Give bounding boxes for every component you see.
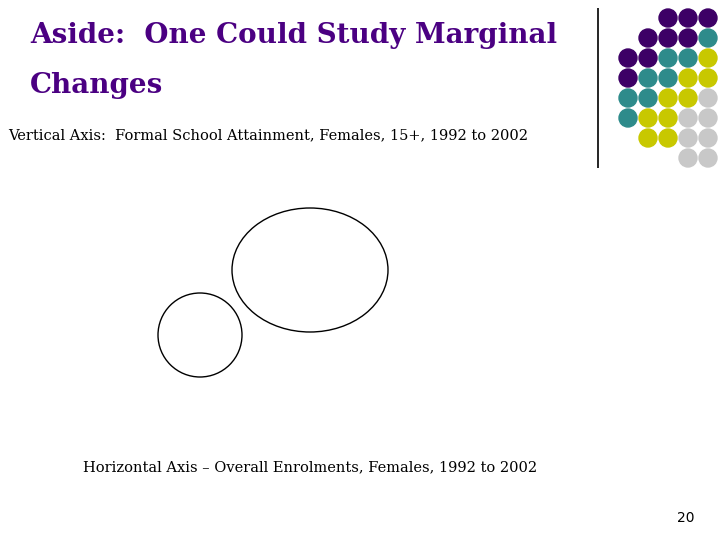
Circle shape [619,49,637,67]
Circle shape [659,69,677,87]
Circle shape [679,149,697,167]
Circle shape [659,29,677,47]
Circle shape [679,129,697,147]
Text: Aside:  One Could Study Marginal: Aside: One Could Study Marginal [30,22,557,49]
Circle shape [619,109,637,127]
Text: Horizontal Axis – Overall Enrolments, Females, 1992 to 2002: Horizontal Axis – Overall Enrolments, Fe… [83,460,537,474]
Circle shape [699,29,717,47]
Circle shape [679,69,697,87]
Circle shape [659,49,677,67]
Circle shape [639,49,657,67]
Circle shape [639,69,657,87]
Text: 20: 20 [678,511,695,525]
Text: Changes: Changes [30,72,163,99]
Circle shape [699,69,717,87]
Circle shape [659,109,677,127]
Circle shape [619,69,637,87]
Circle shape [679,49,697,67]
Circle shape [679,109,697,127]
Circle shape [699,129,717,147]
Circle shape [639,29,657,47]
Circle shape [639,129,657,147]
Circle shape [699,109,717,127]
Circle shape [659,89,677,107]
Circle shape [659,9,677,27]
Text: Vertical Axis:  Formal School Attainment, Females, 15+, 1992 to 2002: Vertical Axis: Formal School Attainment,… [8,128,528,142]
Circle shape [619,89,637,107]
Circle shape [679,89,697,107]
Circle shape [699,49,717,67]
Circle shape [639,109,657,127]
Circle shape [659,129,677,147]
Circle shape [679,29,697,47]
Circle shape [699,149,717,167]
Circle shape [699,89,717,107]
Circle shape [639,89,657,107]
Circle shape [679,9,697,27]
Circle shape [699,9,717,27]
